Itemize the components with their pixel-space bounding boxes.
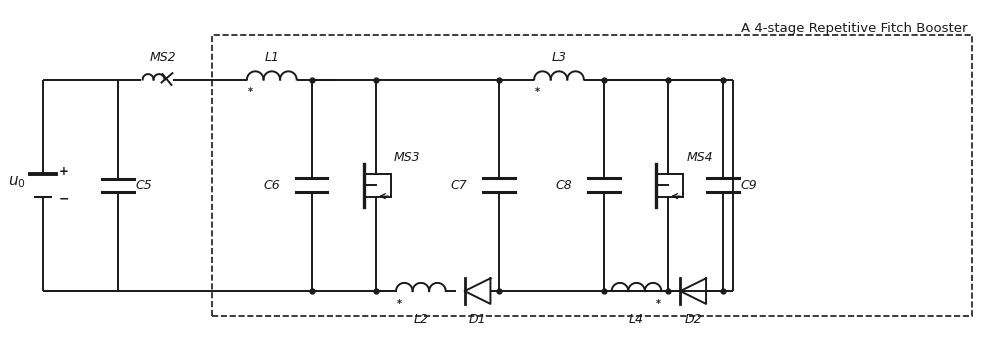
Text: *: *	[535, 87, 540, 97]
Text: L3: L3	[551, 51, 566, 64]
Text: L1: L1	[264, 51, 279, 64]
Text: C7: C7	[451, 179, 468, 192]
Text: C8: C8	[555, 179, 572, 192]
Text: MS2: MS2	[149, 51, 176, 64]
Text: −: −	[59, 192, 70, 206]
Text: *: *	[247, 87, 252, 97]
Text: C9: C9	[741, 179, 758, 192]
Text: MS4: MS4	[686, 151, 713, 164]
Text: L2: L2	[413, 313, 428, 326]
Text: C5: C5	[136, 179, 152, 192]
Text: L4: L4	[629, 313, 644, 326]
Text: A 4-stage Repetitive Fitch Booster: A 4-stage Repetitive Fitch Booster	[741, 23, 967, 35]
Text: C6: C6	[263, 179, 280, 192]
Text: *: *	[656, 299, 661, 309]
Text: D1: D1	[469, 313, 486, 326]
Text: +: +	[59, 165, 69, 178]
Text: $u_0$: $u_0$	[8, 174, 25, 190]
Text: *: *	[397, 299, 402, 309]
Text: MS3: MS3	[394, 151, 421, 164]
Text: D2: D2	[684, 313, 702, 326]
